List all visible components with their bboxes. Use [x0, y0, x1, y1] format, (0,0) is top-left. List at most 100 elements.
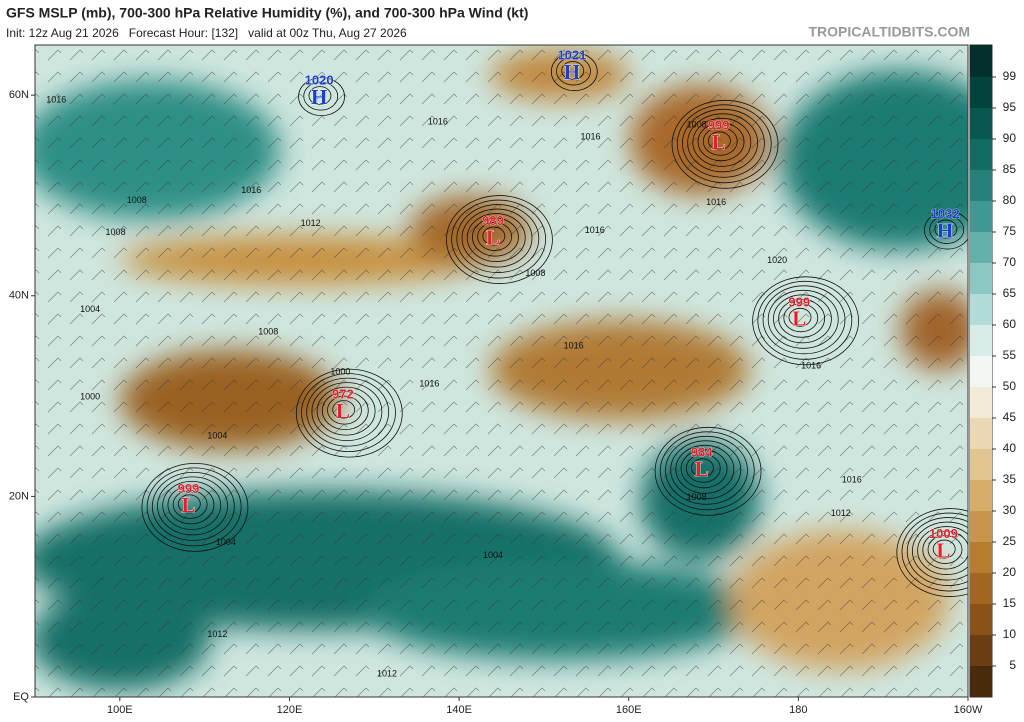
lon-tick-label: 120E	[277, 704, 303, 716]
colorbar-tick-label: 30	[1003, 503, 1017, 517]
isobar	[670, 440, 742, 500]
isobar	[762, 285, 846, 355]
isobar-label: 1016	[564, 340, 584, 350]
colorbar-tick-label: 35	[1003, 472, 1017, 486]
isobar-label: 1012	[301, 218, 321, 228]
colorbar-tick-label: 85	[1003, 162, 1017, 176]
colorbar-tick-label: 40	[1003, 441, 1017, 455]
lat-tick-label: 20N	[9, 490, 29, 502]
colorbar-tick-label: 99	[1003, 69, 1017, 83]
isobar	[680, 449, 728, 489]
colorbar-tick-label: 70	[1003, 255, 1017, 269]
isobar	[752, 276, 860, 366]
isobar	[456, 204, 540, 273]
isobar	[929, 215, 965, 244]
isobar	[917, 526, 968, 575]
colorbar-tick-label: 50	[1003, 379, 1017, 393]
lat-tick-label: EQ	[13, 691, 29, 703]
credit: TROPICALTIDBITS.COM	[808, 24, 970, 40]
isobar	[451, 199, 547, 279]
isobar	[906, 517, 968, 586]
isobar	[332, 400, 356, 420]
isobar	[665, 435, 748, 505]
isobar-label: 1004	[483, 550, 503, 560]
isobar	[177, 494, 201, 514]
center-pressure: 1032	[931, 206, 960, 221]
isobar	[316, 386, 376, 436]
isobar-label: 1000	[80, 391, 100, 401]
isobar	[788, 307, 812, 327]
isobar	[922, 530, 968, 570]
isobar	[477, 222, 513, 251]
isobar	[167, 485, 215, 525]
colorbar-tick-label: 45	[1003, 410, 1017, 424]
isobar-label: 1016	[581, 132, 601, 142]
colorbar-tick-label: 80	[1003, 193, 1017, 207]
isobar-label: 1016	[46, 95, 66, 105]
colorbar-bin	[970, 604, 992, 635]
lon-tick-label: 100E	[107, 704, 133, 716]
isobar	[659, 431, 755, 511]
isobar	[311, 382, 383, 442]
colorbar-bin	[970, 449, 992, 480]
isobar	[561, 61, 585, 80]
isobar	[151, 472, 235, 541]
isobar-label: 1004	[80, 304, 100, 314]
isobar-label: 1008	[525, 268, 545, 278]
subtitle: Init: 12z Aug 21 2026 Forecast Hour: [13…	[6, 26, 407, 40]
colorbar-tick-label: 5	[1009, 658, 1016, 672]
isobar-label: 1016	[428, 117, 448, 127]
isobar-label: 1008	[106, 227, 126, 237]
isobar-label: 1016	[241, 185, 261, 195]
center-pressure: 1009	[929, 526, 958, 541]
isobar	[472, 217, 519, 257]
isobar-label: 1004	[216, 537, 236, 547]
isobar	[708, 131, 731, 151]
isobar	[932, 539, 956, 559]
colorbar-tick-label: 95	[1003, 100, 1017, 114]
isobar	[934, 219, 958, 239]
colorbar-tick-label: 15	[1003, 596, 1017, 610]
isobar	[172, 490, 208, 519]
colorbar-bin	[970, 139, 992, 170]
colorbar-bin	[970, 511, 992, 542]
colorbar-bin	[970, 666, 992, 697]
isobar	[697, 122, 745, 162]
colorbar-tick-label: 10	[1003, 627, 1017, 641]
colorbar-bin	[970, 232, 992, 263]
colorbar-bin	[970, 573, 992, 604]
colorbar-bin	[970, 170, 992, 201]
lon-tick-label: 180	[789, 704, 807, 716]
center-pressure: 1021	[557, 48, 586, 63]
isobar	[556, 56, 591, 86]
isobar	[550, 52, 598, 91]
center-pressure: 999	[178, 481, 200, 496]
colorbar-tick-label: 65	[1003, 286, 1017, 300]
center-pressure: 1020	[305, 73, 334, 88]
lat-tick-label: 40N	[9, 290, 29, 302]
colorbar-bin	[970, 77, 992, 108]
isobar	[303, 81, 339, 111]
center-symbol: L	[336, 399, 350, 423]
isobar	[912, 521, 968, 581]
isobar	[157, 476, 228, 536]
isobar	[446, 195, 553, 284]
isobar	[298, 77, 345, 117]
isobar-label: 1008	[127, 195, 147, 205]
isobar-label: 1012	[377, 668, 397, 678]
colorbar-tick-label: 60	[1003, 317, 1017, 331]
isobar	[141, 463, 249, 552]
isobar-label: 1004	[207, 431, 227, 441]
isobar	[687, 113, 759, 173]
isobar	[692, 117, 752, 167]
center-symbol: L	[936, 538, 950, 562]
colorbar-bin	[970, 356, 992, 387]
center-pressure: 999	[788, 294, 810, 309]
colorbar-tick-label: 25	[1003, 534, 1017, 548]
center-pressure: 999	[708, 118, 730, 133]
center-symbol: H	[564, 60, 580, 84]
isobar	[691, 458, 714, 478]
isobar	[461, 208, 533, 268]
center-symbol: L	[792, 307, 806, 331]
center-symbol: L	[712, 130, 726, 154]
